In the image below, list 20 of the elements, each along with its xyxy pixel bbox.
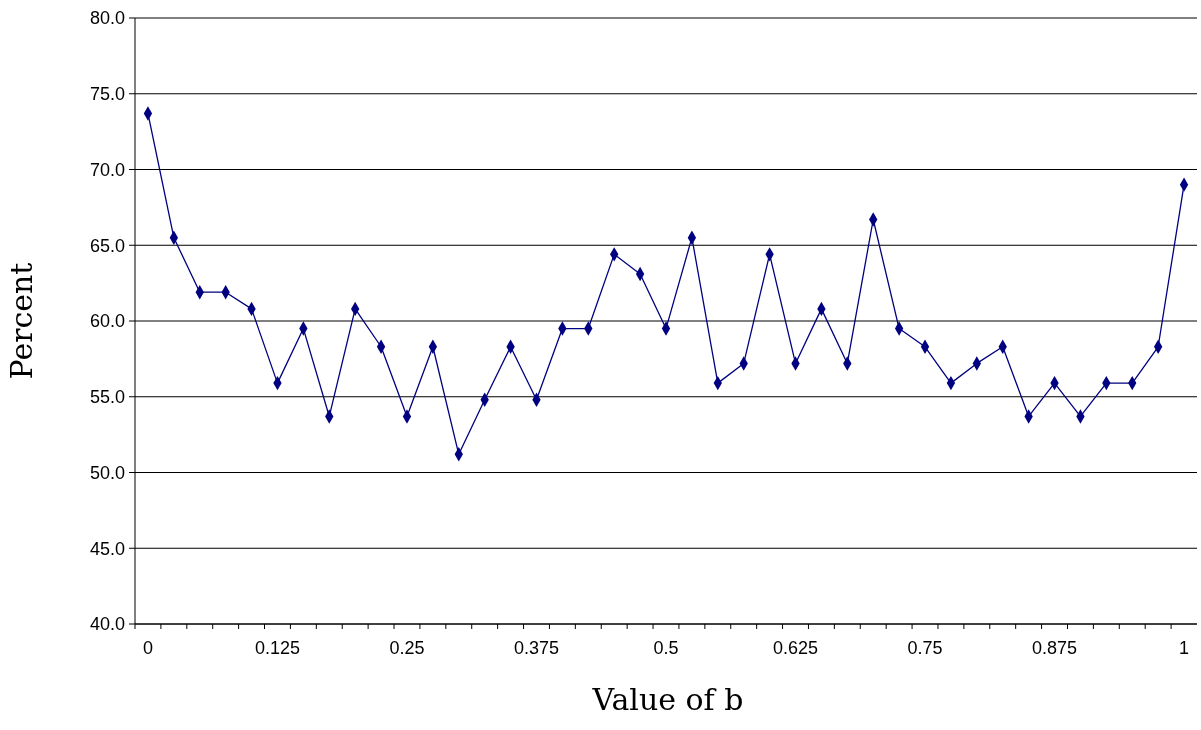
x-tick-label: 0.75 — [907, 638, 943, 658]
x-tick-label: 0.375 — [513, 638, 560, 658]
x-axis-title: Value of b — [591, 682, 744, 717]
y-tick-label: 40.0 — [89, 614, 125, 635]
y-tick-label: 75.0 — [89, 84, 125, 105]
x-tick-label: 0.125 — [254, 638, 300, 658]
x-tick-label: 0.25 — [389, 638, 425, 658]
x-tick-label: 0.5 — [653, 638, 679, 658]
x-tick-label: 0 — [142, 638, 153, 658]
y-tick-label: 70.0 — [89, 159, 125, 180]
y-tick-label: 60.0 — [89, 311, 125, 332]
x-tick-label: 1 — [1179, 638, 1190, 658]
y-tick-label: 65.0 — [89, 235, 125, 256]
y-tick-label: 80.0 — [89, 8, 125, 29]
x-tick-label: 0.625 — [772, 638, 819, 658]
y-tick-label: 50.0 — [89, 462, 125, 483]
y-tick-label: 45.0 — [89, 538, 125, 559]
y-tick-label: 55.0 — [89, 387, 125, 408]
x-tick-label: 0.875 — [1032, 638, 1078, 658]
y-axis-title: Percent — [4, 262, 39, 380]
